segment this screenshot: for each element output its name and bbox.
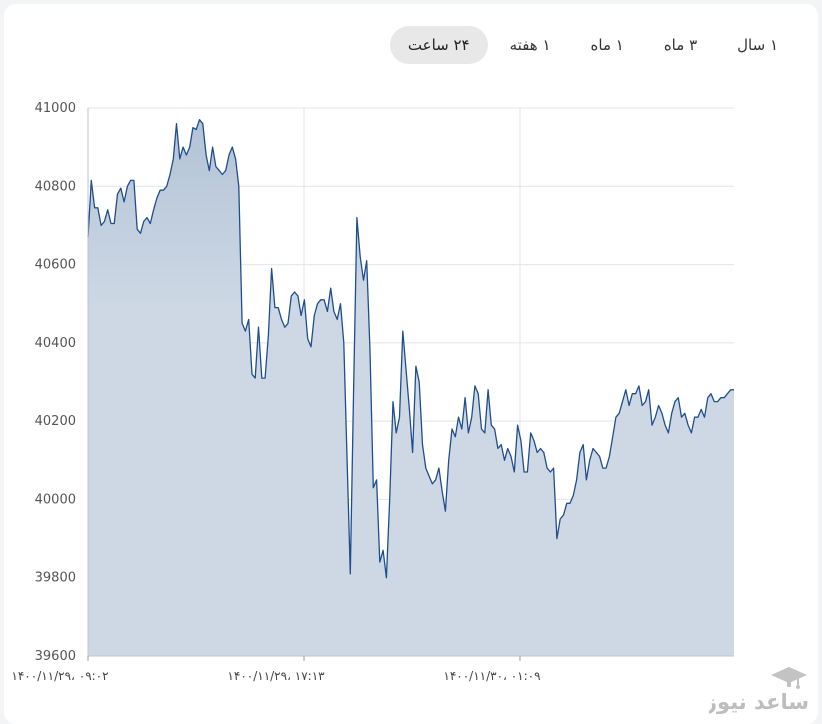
timeframe-tabs: ۲۴ ساعت ۱ هفته ۱ ماه ۳ ماه ۱ سال <box>386 26 796 64</box>
watermark-text: ساعد نیوز <box>709 690 809 714</box>
tab-1m[interactable]: ۱ ماه <box>590 36 624 54</box>
tab-24h[interactable]: ۲۴ ساعت <box>389 26 488 64</box>
y-tick-label: 40800 <box>35 179 76 194</box>
watermark-logo: ساعد نیوز <box>709 667 809 714</box>
y-tick-label: 39800 <box>35 571 76 586</box>
y-tick-label: 41000 <box>35 101 76 116</box>
tab-1w[interactable]: ۱ هفته <box>509 36 551 54</box>
x-tick-label: ۱۴۰۰/۱۱/۳۰، ۰۱:۰۹ <box>443 669 540 683</box>
series-area <box>88 119 734 656</box>
series-line <box>87 119 734 579</box>
y-tick-label: 40400 <box>35 336 76 351</box>
x-tick-label: ۱۴۰۰/۱۱/۲۹، ۱۷:۱۳ <box>227 669 325 683</box>
tab-1y[interactable]: ۱ سال <box>737 36 778 54</box>
x-tick-label: ۱۴۰۰/۱۱/۲۹، ۰۹:۰۲ <box>11 669 108 683</box>
y-tick-label: 40000 <box>35 492 76 507</box>
y-tick-label: 39600 <box>35 649 76 664</box>
y-tick-label: 40600 <box>35 258 76 273</box>
y-tick-label: 40200 <box>35 414 76 429</box>
tab-3m[interactable]: ۳ ماه <box>663 36 698 54</box>
